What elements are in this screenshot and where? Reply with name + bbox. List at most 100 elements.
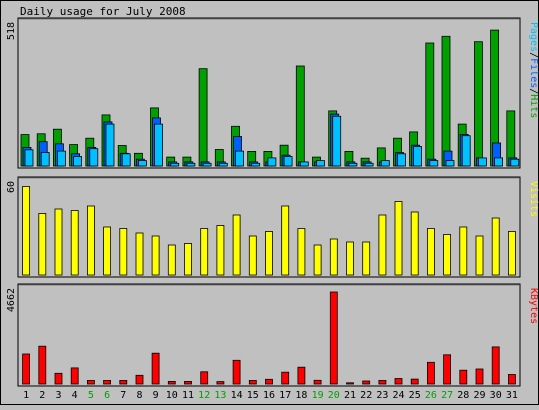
bar-visits-day-22 [362, 241, 371, 276]
bar-visits-day-16 [265, 231, 273, 276]
bar-kbytes-day-11 [184, 380, 192, 385]
bar-pages-day-31 [510, 158, 520, 167]
day-label: 3 [55, 390, 61, 401]
bar-pages-day-20 [332, 115, 342, 167]
bar-hits-day-12 [198, 68, 208, 167]
legend-entry: Hits [528, 94, 539, 118]
bar-pages-day-17 [283, 156, 293, 167]
legend-entry: Visits [528, 181, 539, 217]
bar-kbytes-day-29 [475, 368, 484, 385]
bar-pages-day-16 [267, 157, 277, 167]
bar-kbytes-day-25 [410, 378, 419, 385]
panel-hits-files-pages: 518 Pages/Files/Hits [6, 17, 539, 169]
day-label: 19 [312, 390, 324, 401]
day-label: 28 [457, 390, 469, 401]
day-label: 21 [344, 390, 356, 401]
bar-visits-day-21 [346, 241, 354, 276]
bar-pages-day-24 [397, 153, 406, 167]
bar-kbytes-day-13 [216, 381, 225, 385]
bar-kbytes-day-7 [119, 379, 128, 385]
bar-visits-day-27 [443, 234, 452, 276]
bar-pages-day-26 [429, 160, 439, 167]
bar-visits-day-4 [70, 210, 79, 276]
bar-kbytes-day-15 [248, 379, 257, 385]
bar-pages-day-30 [494, 157, 504, 167]
bar-pages-day-7 [121, 153, 131, 167]
bar-pages-day-28 [461, 135, 471, 167]
bar-pages-day-15 [251, 162, 261, 167]
day-label: 7 [120, 390, 126, 401]
y-max-label: 4662 [6, 288, 17, 312]
bar-visits-day-28 [459, 226, 468, 276]
bar-kbytes-day-30 [491, 346, 500, 385]
day-label: 14 [231, 390, 243, 401]
day-label: 8 [136, 390, 142, 401]
bar-visits-day-7 [119, 228, 128, 276]
bar-kbytes-day-2 [38, 345, 47, 385]
bar-kbytes-day-3 [54, 372, 63, 385]
legend-entry: Files [528, 58, 539, 88]
bar-pages-day-11 [186, 162, 196, 167]
bar-visits-day-6 [103, 226, 111, 276]
bar-pages-day-4 [73, 156, 82, 167]
bar-pages-day-23 [380, 160, 390, 167]
bar-visits-day-2 [38, 213, 47, 276]
bar-kbytes-day-10 [167, 380, 176, 385]
bar-hits-day-18 [295, 65, 305, 167]
day-label: 20 [328, 390, 340, 401]
bar-visits-day-13 [216, 225, 225, 276]
bar-visits-day-18 [297, 228, 306, 276]
bar-kbytes-day-28 [459, 369, 468, 385]
bar-visits-day-25 [410, 211, 419, 276]
y-max-label: 60 [6, 181, 17, 193]
panel-frame [17, 17, 521, 169]
bar-pages-day-9 [154, 123, 163, 167]
bar-visits-day-1 [22, 186, 31, 276]
legend-entry: KBytes [528, 288, 539, 324]
bar-pages-day-3 [57, 150, 66, 167]
bar-pages-day-19 [316, 160, 325, 167]
bar-pages-day-8 [137, 160, 147, 167]
day-label: 2 [39, 390, 45, 401]
bar-pages-day-10 [170, 162, 180, 167]
day-label: 12 [198, 390, 210, 401]
legend-visits: Visits [528, 181, 539, 217]
bar-visits-day-24 [394, 201, 403, 276]
panel-frame [17, 176, 521, 278]
day-label: 22 [360, 390, 372, 401]
bar-kbytes-day-6 [103, 379, 111, 385]
day-label: 25 [409, 390, 421, 401]
bar-pages-day-29 [477, 157, 487, 167]
bar-kbytes-day-14 [232, 359, 241, 385]
day-label: 13 [214, 390, 226, 401]
bar-visits-day-26 [426, 228, 435, 276]
bar-kbytes-day-5 [87, 379, 95, 385]
bar-visits-day-9 [151, 235, 160, 276]
bar-visits-day-23 [378, 214, 387, 276]
bar-visits-day-31 [507, 231, 516, 276]
day-label: 4 [72, 390, 78, 401]
bar-kbytes-day-21 [346, 382, 354, 385]
day-label: 16 [263, 390, 275, 401]
legend-kbytes: KBytes [528, 288, 539, 324]
bar-kbytes-day-23 [378, 379, 387, 385]
day-label: 1 [23, 390, 29, 401]
bar-visits-day-15 [248, 235, 257, 276]
bar-pages-day-1 [24, 149, 34, 167]
legend-entry: / [528, 52, 539, 58]
bar-kbytes-day-9 [151, 352, 160, 385]
bar-visits-day-29 [475, 235, 484, 276]
bar-visits-day-14 [232, 214, 241, 276]
bar-kbytes-day-4 [70, 367, 79, 385]
bar-visits-day-5 [87, 205, 95, 276]
bar-visits-day-17 [281, 205, 290, 276]
bar-kbytes-day-27 [443, 354, 452, 385]
bar-kbytes-day-17 [281, 371, 290, 385]
bar-kbytes-day-8 [135, 374, 144, 385]
bar-pages-day-25 [413, 146, 423, 167]
day-label: 17 [279, 390, 291, 401]
bar-kbytes-day-19 [313, 379, 322, 385]
day-label: 29 [473, 390, 485, 401]
legend-entry: Pages [528, 22, 539, 52]
